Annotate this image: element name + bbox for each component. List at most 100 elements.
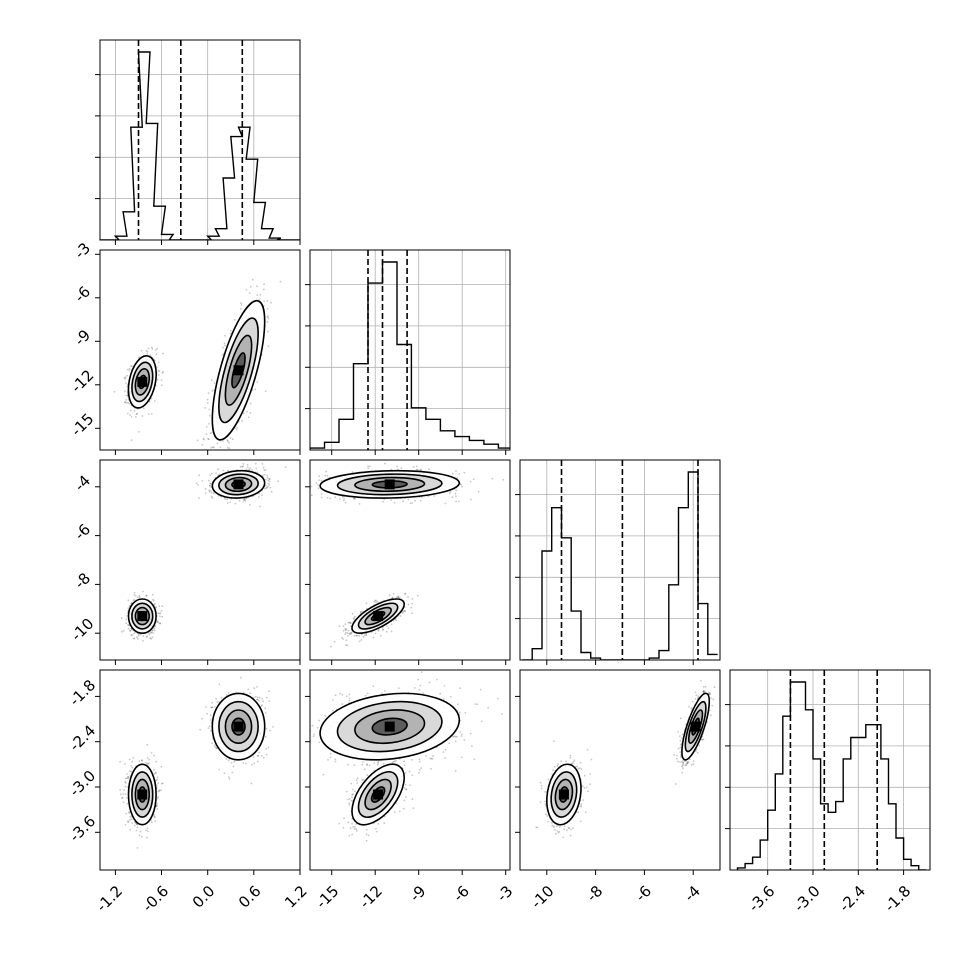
scatter-point [125, 812, 128, 815]
scatter-point [128, 403, 131, 405]
scatter-point [375, 601, 377, 604]
scatter-point [296, 487, 298, 489]
scatter-point [420, 468, 423, 471]
scatter-point [155, 760, 158, 763]
scatter-point [388, 594, 391, 597]
scatter-point [320, 493, 323, 495]
scatter-point [266, 321, 269, 323]
scatter-point [127, 775, 129, 778]
scatter-point [350, 632, 352, 634]
scatter-point [198, 474, 201, 477]
scatter-point [137, 634, 140, 637]
scatter-point [129, 629, 132, 632]
scatter-point [130, 439, 133, 441]
scatter-point [239, 307, 242, 310]
scatter-point [209, 474, 212, 476]
scatter-point [242, 500, 245, 502]
scatter-point [217, 494, 220, 497]
scatter-point [211, 497, 214, 499]
scatter-point [157, 621, 160, 624]
scatter-point [472, 478, 475, 481]
scatter-point [268, 484, 271, 486]
scatter-point [245, 468, 248, 471]
scatter-point [392, 593, 395, 595]
scatter-point [342, 638, 344, 640]
scatter-point [348, 632, 351, 635]
scatter-point [470, 498, 472, 501]
scatter-point [455, 500, 457, 503]
scatter-point [397, 595, 400, 598]
scatter-point [397, 596, 400, 599]
scatter-point [339, 498, 341, 500]
scatter-point [382, 628, 385, 631]
scatter-point [156, 620, 159, 623]
scatter-point [136, 412, 139, 415]
scatter-point [226, 502, 229, 504]
panel-frame [99, 459, 301, 661]
scatter-point [221, 354, 224, 356]
scatter-point [351, 612, 354, 615]
scatter-point [133, 637, 136, 640]
scatter-point [162, 371, 165, 373]
scatter-point [127, 623, 129, 626]
scatter-point [390, 623, 393, 626]
scatter-point [444, 502, 447, 505]
scatter-point [127, 401, 129, 404]
scatter-point [352, 618, 355, 620]
scatter-point [245, 497, 247, 500]
scatter-point [353, 617, 355, 619]
scatter-point [224, 498, 227, 500]
scatter-point [210, 490, 212, 492]
scatter-point [133, 409, 136, 412]
scatter-point [324, 474, 327, 477]
scatter-point [136, 823, 138, 826]
scatter-point [451, 496, 454, 499]
scatter-point [136, 637, 139, 640]
scatter-point [417, 594, 419, 597]
scatter-point [154, 349, 157, 351]
scatter-point [349, 633, 351, 636]
scatter-point [150, 346, 153, 349]
scatter-point [254, 462, 257, 465]
scatter-point [301, 474, 303, 476]
scatter-point [317, 484, 319, 486]
scatter-point [153, 627, 156, 630]
scatter-point [326, 474, 329, 477]
scatter-point [152, 599, 155, 602]
density-peak [137, 611, 148, 622]
scatter-point [157, 361, 160, 364]
scatter-point [138, 760, 141, 762]
scatter-point [374, 632, 377, 635]
scatter-point [157, 612, 160, 615]
scatter-point [160, 384, 163, 386]
scatter-point [150, 397, 153, 400]
scatter-point [132, 599, 135, 602]
scatter-point [224, 344, 226, 347]
scatter-point [267, 317, 270, 320]
scatter-point [210, 491, 213, 494]
scatter-point [419, 499, 422, 502]
scatter-point [344, 628, 347, 630]
scatter-point [390, 468, 393, 471]
scatter-point [156, 784, 158, 786]
scatter-point [297, 494, 299, 496]
panel-3-0 [99, 669, 301, 871]
scatter-point [413, 466, 415, 468]
scatter-point [130, 770, 133, 773]
scatter-point [204, 492, 207, 494]
scatter-point [210, 446, 213, 449]
scatter-point [245, 288, 248, 291]
scatter-point [137, 596, 139, 599]
scatter-point [461, 485, 463, 488]
scatter-point [365, 602, 368, 604]
scatter-point [216, 442, 219, 445]
scatter-point [315, 482, 318, 484]
scatter-point [344, 633, 347, 636]
scatter-point [125, 622, 128, 625]
scatter-point [402, 500, 404, 503]
scatter-point [128, 758, 131, 761]
density-peak [384, 479, 395, 490]
scatter-point [196, 439, 199, 442]
scatter-point [353, 615, 356, 618]
